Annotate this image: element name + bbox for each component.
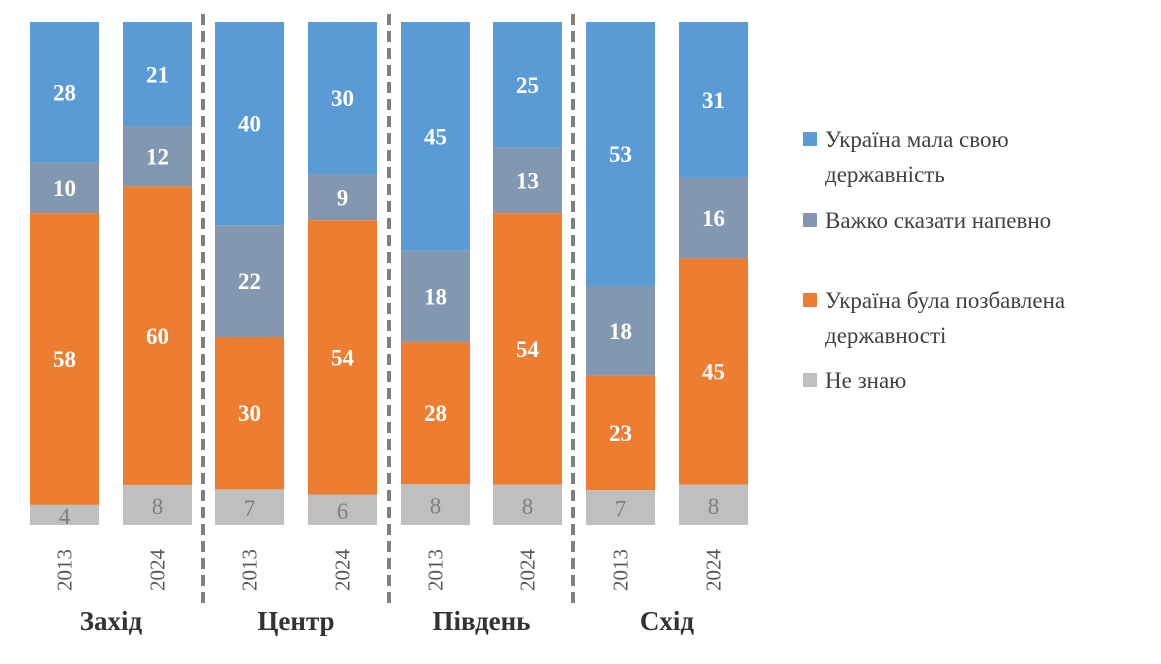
data-label: 30 — [238, 401, 261, 426]
bar-segment — [215, 225, 284, 338]
year-tick-label: 2013 — [53, 549, 77, 591]
bar-segment — [401, 342, 470, 485]
bar-segment — [401, 484, 470, 525]
legend-label: державності — [825, 323, 946, 348]
region-label: Південь — [433, 606, 531, 636]
data-label: 8 — [522, 494, 534, 519]
legend-swatch — [803, 132, 817, 146]
data-label: 4 — [59, 504, 71, 529]
year-tick-label: 2013 — [238, 549, 262, 591]
year-tick-label: 2024 — [331, 549, 355, 592]
data-label: 28 — [424, 401, 447, 426]
data-label: 8 — [152, 494, 164, 519]
bar-segment — [308, 22, 377, 175]
legend-label: Україна була позбавлена — [825, 288, 1065, 313]
year-tick-label: 2024 — [516, 549, 540, 592]
data-label: 22 — [238, 269, 261, 294]
bar-segment — [679, 258, 748, 485]
legend-swatch — [803, 373, 817, 387]
data-label: 31 — [702, 88, 725, 113]
bar-segment — [401, 22, 470, 251]
bar-segment — [30, 504, 99, 525]
data-label: 13 — [516, 168, 539, 193]
data-label: 10 — [53, 176, 76, 201]
bar-segment — [493, 22, 562, 148]
bar-segment — [493, 213, 562, 485]
data-label: 54 — [331, 345, 355, 370]
bar-segment — [586, 22, 655, 286]
bar-segment — [215, 22, 284, 226]
bar-segment — [401, 250, 470, 343]
bar-segment — [30, 22, 99, 163]
data-label: 7 — [615, 497, 627, 522]
data-label: 45 — [702, 360, 725, 385]
bar-segment — [586, 285, 655, 376]
data-label: 23 — [609, 421, 632, 446]
bar-segment — [215, 337, 284, 490]
legend-label: Не знаю — [825, 368, 906, 393]
bar-segment — [493, 147, 562, 214]
data-label: 60 — [146, 324, 169, 349]
data-label: 54 — [516, 337, 540, 362]
data-label: 7 — [244, 496, 256, 521]
bar-segment — [123, 186, 192, 486]
year-tick-label: 2024 — [146, 549, 170, 592]
data-label: 6 — [337, 499, 349, 524]
legend-swatch — [803, 213, 817, 227]
legend-label: державність — [825, 162, 945, 187]
region-label: Захід — [80, 606, 143, 636]
bar-segment — [308, 174, 377, 221]
data-label: 9 — [337, 185, 349, 210]
legend-label: Україна мала свою — [825, 127, 1009, 152]
bar-segment — [586, 490, 655, 525]
data-label: 53 — [609, 142, 632, 167]
data-label: 16 — [702, 206, 725, 231]
bar-segment — [679, 177, 748, 259]
data-label: 8 — [708, 494, 720, 519]
data-label: 18 — [609, 319, 632, 344]
data-label: 30 — [331, 86, 354, 111]
data-label: 40 — [238, 112, 261, 137]
region-label: Схід — [640, 606, 695, 636]
data-label: 45 — [424, 124, 447, 149]
region-label: Центр — [257, 606, 334, 636]
bar-segment — [123, 22, 192, 127]
legend-swatch — [803, 293, 817, 307]
bar-segment — [308, 494, 377, 525]
bar-segment — [586, 375, 655, 491]
year-tick-label: 2013 — [609, 549, 633, 591]
data-label: 12 — [146, 144, 169, 169]
bar-segment — [215, 489, 284, 525]
data-label: 58 — [53, 347, 76, 372]
bar-segment — [308, 220, 377, 495]
data-label: 8 — [430, 494, 442, 519]
bar-segment — [679, 22, 748, 178]
bar-segment — [123, 485, 192, 525]
data-label: 18 — [424, 284, 447, 309]
data-label: 28 — [53, 80, 76, 105]
bar-segment — [30, 162, 99, 214]
bar-segment — [679, 484, 748, 525]
legend-label: Важко сказати напевно — [825, 208, 1051, 233]
bar-segment — [493, 484, 562, 525]
year-tick-label: 2013 — [424, 549, 448, 591]
data-label: 21 — [146, 62, 169, 87]
bar-segment — [123, 126, 192, 187]
data-label: 25 — [516, 73, 539, 98]
bar-segment — [30, 213, 99, 505]
year-tick-label: 2024 — [702, 549, 726, 592]
